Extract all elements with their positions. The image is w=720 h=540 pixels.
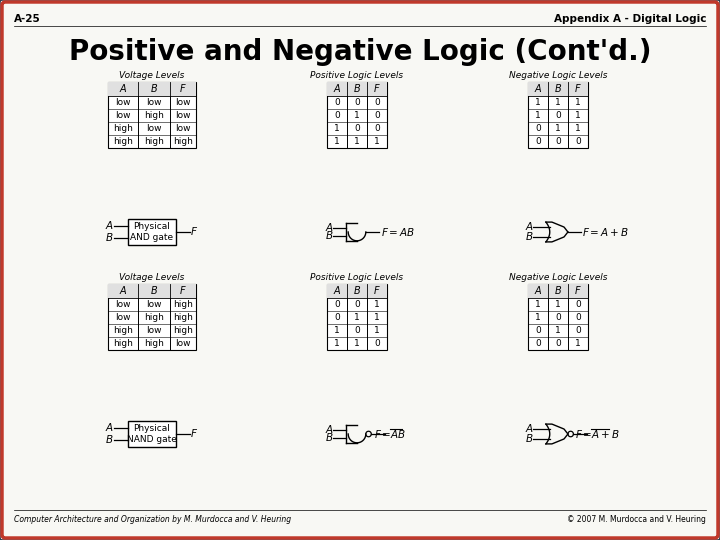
Text: 1: 1 [555, 326, 561, 335]
Text: A: A [120, 84, 126, 94]
Text: $F = AB$: $F = AB$ [381, 226, 415, 238]
Text: low: low [175, 124, 191, 133]
Text: 0: 0 [555, 313, 561, 322]
Text: 1: 1 [555, 300, 561, 309]
Text: 1: 1 [535, 300, 541, 309]
Text: B: B [106, 233, 113, 243]
Text: 0: 0 [575, 313, 581, 322]
Text: 1: 1 [575, 124, 581, 133]
Text: Positive Logic Levels: Positive Logic Levels [310, 71, 404, 80]
Text: F: F [191, 429, 197, 439]
Text: $F=$: $F=$ [374, 428, 392, 440]
Text: low: low [146, 124, 162, 133]
Text: $F = A+B$: $F = A+B$ [582, 226, 629, 238]
Text: A: A [535, 286, 541, 296]
Bar [108, 82, 196, 148]
Text: $AB$: $AB$ [390, 428, 406, 440]
Text: 0: 0 [575, 326, 581, 335]
Text: A: A [106, 221, 113, 231]
Text: low: low [115, 313, 131, 322]
Text: high: high [113, 137, 133, 146]
Bar [128, 421, 176, 447]
Text: low: low [175, 339, 191, 348]
Text: Voltage Levels: Voltage Levels [120, 71, 185, 80]
Text: A: A [526, 222, 533, 233]
Text: high: high [113, 339, 133, 348]
Bar [108, 82, 196, 96]
Text: F: F [180, 84, 186, 94]
Text: low: low [175, 98, 191, 107]
Text: B: B [526, 232, 533, 241]
Text: 1: 1 [555, 124, 561, 133]
Text: A: A [535, 84, 541, 94]
Text: high: high [144, 137, 164, 146]
Text: low: low [115, 111, 131, 120]
Text: 1: 1 [575, 111, 581, 120]
Text: Physical
AND gate: Physical AND gate [130, 222, 174, 242]
Text: 1: 1 [535, 313, 541, 322]
Text: A: A [333, 286, 341, 296]
Bar [528, 284, 588, 350]
Text: Voltage Levels: Voltage Levels [120, 273, 185, 282]
Text: B: B [150, 286, 158, 296]
Text: 0: 0 [374, 339, 380, 348]
Text: 1: 1 [354, 111, 360, 120]
Text: 0: 0 [354, 326, 360, 335]
Text: F: F [374, 84, 380, 94]
Text: B: B [150, 84, 158, 94]
Text: B: B [354, 84, 361, 94]
Text: A: A [333, 84, 341, 94]
Bar [108, 284, 196, 298]
Text: high: high [173, 326, 193, 335]
Text: high: high [113, 124, 133, 133]
Text: 1: 1 [354, 339, 360, 348]
Text: F: F [575, 84, 581, 94]
Text: 1: 1 [535, 98, 541, 107]
Text: 0: 0 [575, 300, 581, 309]
Text: low: low [146, 98, 162, 107]
Text: 1: 1 [575, 98, 581, 107]
Bar [327, 284, 387, 350]
Text: 1: 1 [535, 111, 541, 120]
Text: 1: 1 [334, 339, 340, 348]
Text: low: low [146, 300, 162, 309]
Text: A: A [106, 423, 113, 433]
Text: Negative Logic Levels: Negative Logic Levels [509, 71, 607, 80]
Text: 0: 0 [334, 313, 340, 322]
Text: F: F [180, 286, 186, 296]
Text: B: B [554, 286, 562, 296]
Text: A: A [526, 424, 533, 435]
Text: Physical
NAND gate: Physical NAND gate [127, 424, 177, 444]
Text: B: B [354, 286, 361, 296]
Text: high: high [144, 339, 164, 348]
Text: 1: 1 [334, 124, 340, 133]
Text: Negative Logic Levels: Negative Logic Levels [509, 273, 607, 282]
Text: 0: 0 [374, 98, 380, 107]
Text: 0: 0 [354, 124, 360, 133]
Text: 0: 0 [555, 339, 561, 348]
Bar [528, 82, 588, 96]
Text: Positive and Negative Logic (Cont'd.): Positive and Negative Logic (Cont'd.) [68, 38, 652, 66]
Text: © 2007 M. Murdocca and V. Heuring: © 2007 M. Murdocca and V. Heuring [567, 516, 706, 524]
Text: 1: 1 [334, 137, 340, 146]
Text: $A+B$: $A+B$ [591, 428, 620, 440]
Text: 1: 1 [354, 313, 360, 322]
Text: B: B [326, 433, 333, 443]
Text: B: B [526, 434, 533, 443]
Text: Positive Logic Levels: Positive Logic Levels [310, 273, 404, 282]
Text: low: low [115, 98, 131, 107]
Text: A: A [326, 425, 333, 435]
Text: Appendix A - Digital Logic: Appendix A - Digital Logic [554, 14, 706, 24]
Text: 0: 0 [535, 339, 541, 348]
Bar [327, 284, 387, 298]
Text: B: B [326, 231, 333, 241]
Text: 0: 0 [374, 124, 380, 133]
Text: 0: 0 [334, 98, 340, 107]
Text: 0: 0 [334, 300, 340, 309]
Bar [108, 284, 196, 350]
Bar [528, 284, 588, 298]
Text: low: low [115, 300, 131, 309]
Bar [327, 82, 387, 148]
Text: high: high [173, 300, 193, 309]
